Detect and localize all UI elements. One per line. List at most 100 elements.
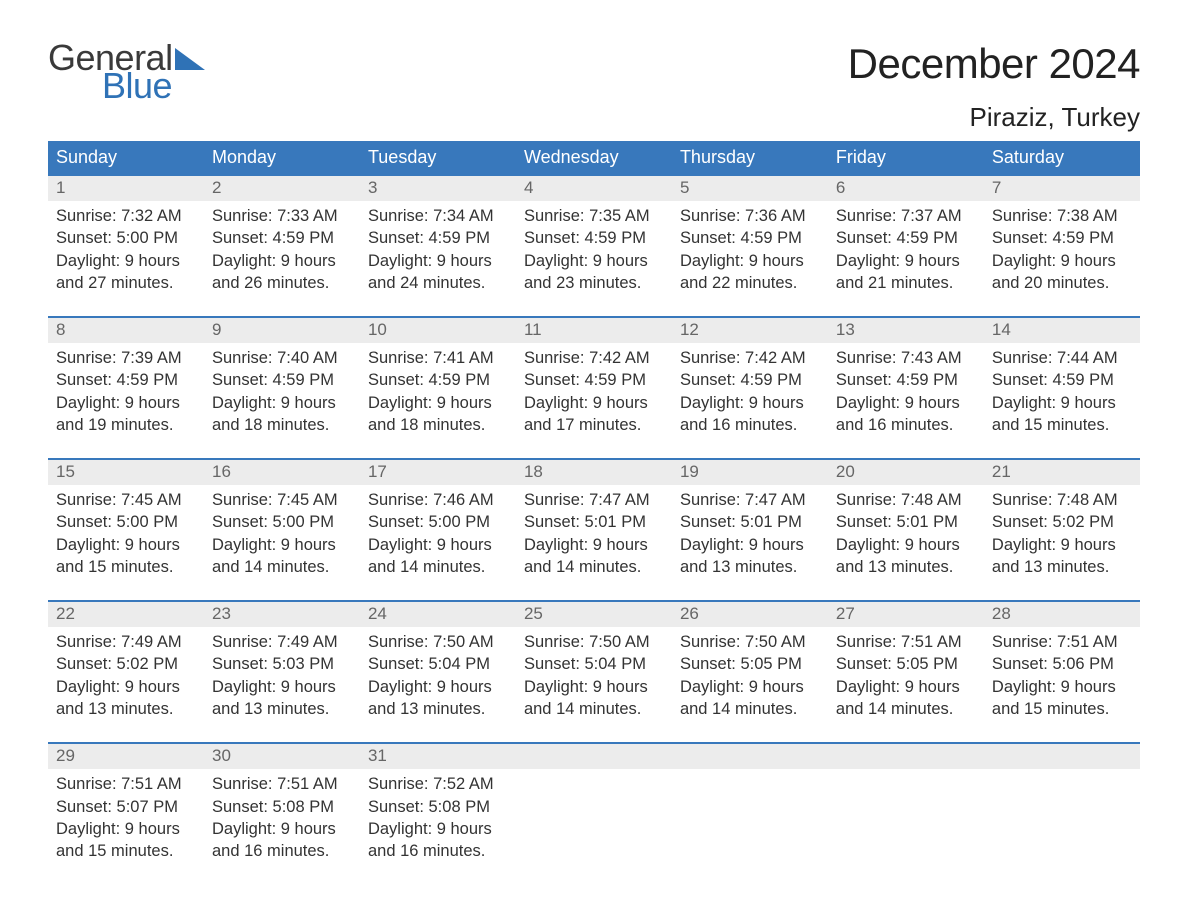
day-cell: Sunrise: 7:34 AMSunset: 4:59 PMDaylight:… — [360, 201, 516, 296]
daylight-text-2: and 13 minutes. — [368, 698, 508, 720]
day-header: Friday — [828, 141, 984, 174]
day-cell — [516, 769, 672, 864]
sunrise-text: Sunrise: 7:32 AM — [56, 205, 196, 227]
day-number: 27 — [828, 602, 984, 627]
day-cell: Sunrise: 7:51 AMSunset: 5:05 PMDaylight:… — [828, 627, 984, 722]
day-cell: Sunrise: 7:49 AMSunset: 5:02 PMDaylight:… — [48, 627, 204, 722]
daylight-text-2: and 13 minutes. — [56, 698, 196, 720]
daylight-text-2: and 27 minutes. — [56, 272, 196, 294]
sunset-text: Sunset: 5:02 PM — [992, 511, 1132, 533]
day-number: 25 — [516, 602, 672, 627]
sunset-text: Sunset: 4:59 PM — [524, 227, 664, 249]
sunrise-text: Sunrise: 7:36 AM — [680, 205, 820, 227]
day-cell: Sunrise: 7:51 AMSunset: 5:06 PMDaylight:… — [984, 627, 1140, 722]
logo-triangle-icon — [175, 48, 205, 70]
daylight-text-2: and 18 minutes. — [368, 414, 508, 436]
daylight-text-2: and 16 minutes. — [836, 414, 976, 436]
daylight-text-1: Daylight: 9 hours — [524, 676, 664, 698]
daylight-text-1: Daylight: 9 hours — [836, 392, 976, 414]
day-cell: Sunrise: 7:50 AMSunset: 5:04 PMDaylight:… — [360, 627, 516, 722]
sunset-text: Sunset: 4:59 PM — [368, 369, 508, 391]
day-header: Tuesday — [360, 141, 516, 174]
daylight-text-1: Daylight: 9 hours — [368, 676, 508, 698]
daylight-text-1: Daylight: 9 hours — [212, 250, 352, 272]
sunset-text: Sunset: 4:59 PM — [212, 369, 352, 391]
day-cell: Sunrise: 7:47 AMSunset: 5:01 PMDaylight:… — [516, 485, 672, 580]
sunrise-text: Sunrise: 7:51 AM — [992, 631, 1132, 653]
title-block: December 2024 Piraziz, Turkey — [848, 40, 1140, 133]
day-number: 4 — [516, 176, 672, 201]
calendar-week: 15161718192021Sunrise: 7:45 AMSunset: 5:… — [48, 458, 1140, 580]
day-cell — [672, 769, 828, 864]
day-header: Thursday — [672, 141, 828, 174]
daylight-text-1: Daylight: 9 hours — [56, 392, 196, 414]
day-cell: Sunrise: 7:41 AMSunset: 4:59 PMDaylight:… — [360, 343, 516, 438]
sunset-text: Sunset: 4:59 PM — [992, 227, 1132, 249]
day-number: 10 — [360, 318, 516, 343]
logo-word2: Blue — [102, 68, 205, 104]
daylight-text-1: Daylight: 9 hours — [212, 392, 352, 414]
daylight-text-2: and 13 minutes. — [836, 556, 976, 578]
day-cell: Sunrise: 7:33 AMSunset: 4:59 PMDaylight:… — [204, 201, 360, 296]
daylight-text-2: and 19 minutes. — [56, 414, 196, 436]
calendar-week: 891011121314Sunrise: 7:39 AMSunset: 4:59… — [48, 316, 1140, 438]
day-cell: Sunrise: 7:35 AMSunset: 4:59 PMDaylight:… — [516, 201, 672, 296]
day-number: 22 — [48, 602, 204, 627]
sunset-text: Sunset: 4:59 PM — [524, 369, 664, 391]
day-cell: Sunrise: 7:32 AMSunset: 5:00 PMDaylight:… — [48, 201, 204, 296]
sunrise-text: Sunrise: 7:35 AM — [524, 205, 664, 227]
daylight-text-1: Daylight: 9 hours — [992, 676, 1132, 698]
daylight-text-2: and 18 minutes. — [212, 414, 352, 436]
page-title: December 2024 — [848, 40, 1140, 88]
day-cell: Sunrise: 7:40 AMSunset: 4:59 PMDaylight:… — [204, 343, 360, 438]
calendar: SundayMondayTuesdayWednesdayThursdayFrid… — [48, 141, 1140, 864]
sunrise-text: Sunrise: 7:45 AM — [212, 489, 352, 511]
sunset-text: Sunset: 4:59 PM — [368, 227, 508, 249]
sunrise-text: Sunrise: 7:39 AM — [56, 347, 196, 369]
day-number: 15 — [48, 460, 204, 485]
sunrise-text: Sunrise: 7:51 AM — [836, 631, 976, 653]
daylight-text-1: Daylight: 9 hours — [836, 250, 976, 272]
sunrise-text: Sunrise: 7:42 AM — [680, 347, 820, 369]
day-cell: Sunrise: 7:50 AMSunset: 5:04 PMDaylight:… — [516, 627, 672, 722]
daylight-text-2: and 15 minutes. — [992, 698, 1132, 720]
daylight-text-1: Daylight: 9 hours — [212, 818, 352, 840]
day-number — [672, 744, 828, 769]
daylight-text-1: Daylight: 9 hours — [524, 392, 664, 414]
daylight-text-2: and 17 minutes. — [524, 414, 664, 436]
day-cell: Sunrise: 7:39 AMSunset: 4:59 PMDaylight:… — [48, 343, 204, 438]
day-content-row: Sunrise: 7:51 AMSunset: 5:07 PMDaylight:… — [48, 769, 1140, 864]
sunset-text: Sunset: 5:07 PM — [56, 796, 196, 818]
day-number: 21 — [984, 460, 1140, 485]
daylight-text-2: and 26 minutes. — [212, 272, 352, 294]
daylight-text-1: Daylight: 9 hours — [680, 534, 820, 556]
daylight-text-1: Daylight: 9 hours — [524, 534, 664, 556]
day-cell: Sunrise: 7:49 AMSunset: 5:03 PMDaylight:… — [204, 627, 360, 722]
day-number — [516, 744, 672, 769]
daylight-text-2: and 16 minutes. — [212, 840, 352, 862]
daylight-text-2: and 14 minutes. — [680, 698, 820, 720]
sunset-text: Sunset: 5:05 PM — [680, 653, 820, 675]
sunrise-text: Sunrise: 7:40 AM — [212, 347, 352, 369]
sunset-text: Sunset: 4:59 PM — [680, 227, 820, 249]
sunrise-text: Sunrise: 7:47 AM — [680, 489, 820, 511]
sunset-text: Sunset: 4:59 PM — [56, 369, 196, 391]
day-cell — [984, 769, 1140, 864]
daylight-text-1: Daylight: 9 hours — [992, 534, 1132, 556]
day-number: 7 — [984, 176, 1140, 201]
sunset-text: Sunset: 4:59 PM — [212, 227, 352, 249]
daylight-text-2: and 14 minutes. — [368, 556, 508, 578]
sunset-text: Sunset: 5:08 PM — [368, 796, 508, 818]
sunrise-text: Sunrise: 7:50 AM — [680, 631, 820, 653]
day-cell: Sunrise: 7:48 AMSunset: 5:01 PMDaylight:… — [828, 485, 984, 580]
header-row: General Blue December 2024 Piraziz, Turk… — [48, 40, 1140, 133]
daylight-text-1: Daylight: 9 hours — [524, 250, 664, 272]
day-cell: Sunrise: 7:51 AMSunset: 5:07 PMDaylight:… — [48, 769, 204, 864]
sunrise-text: Sunrise: 7:52 AM — [368, 773, 508, 795]
day-header: Monday — [204, 141, 360, 174]
sunrise-text: Sunrise: 7:48 AM — [992, 489, 1132, 511]
day-cell: Sunrise: 7:45 AMSunset: 5:00 PMDaylight:… — [48, 485, 204, 580]
sunset-text: Sunset: 5:00 PM — [368, 511, 508, 533]
day-number-row: 891011121314 — [48, 316, 1140, 343]
day-cell: Sunrise: 7:44 AMSunset: 4:59 PMDaylight:… — [984, 343, 1140, 438]
